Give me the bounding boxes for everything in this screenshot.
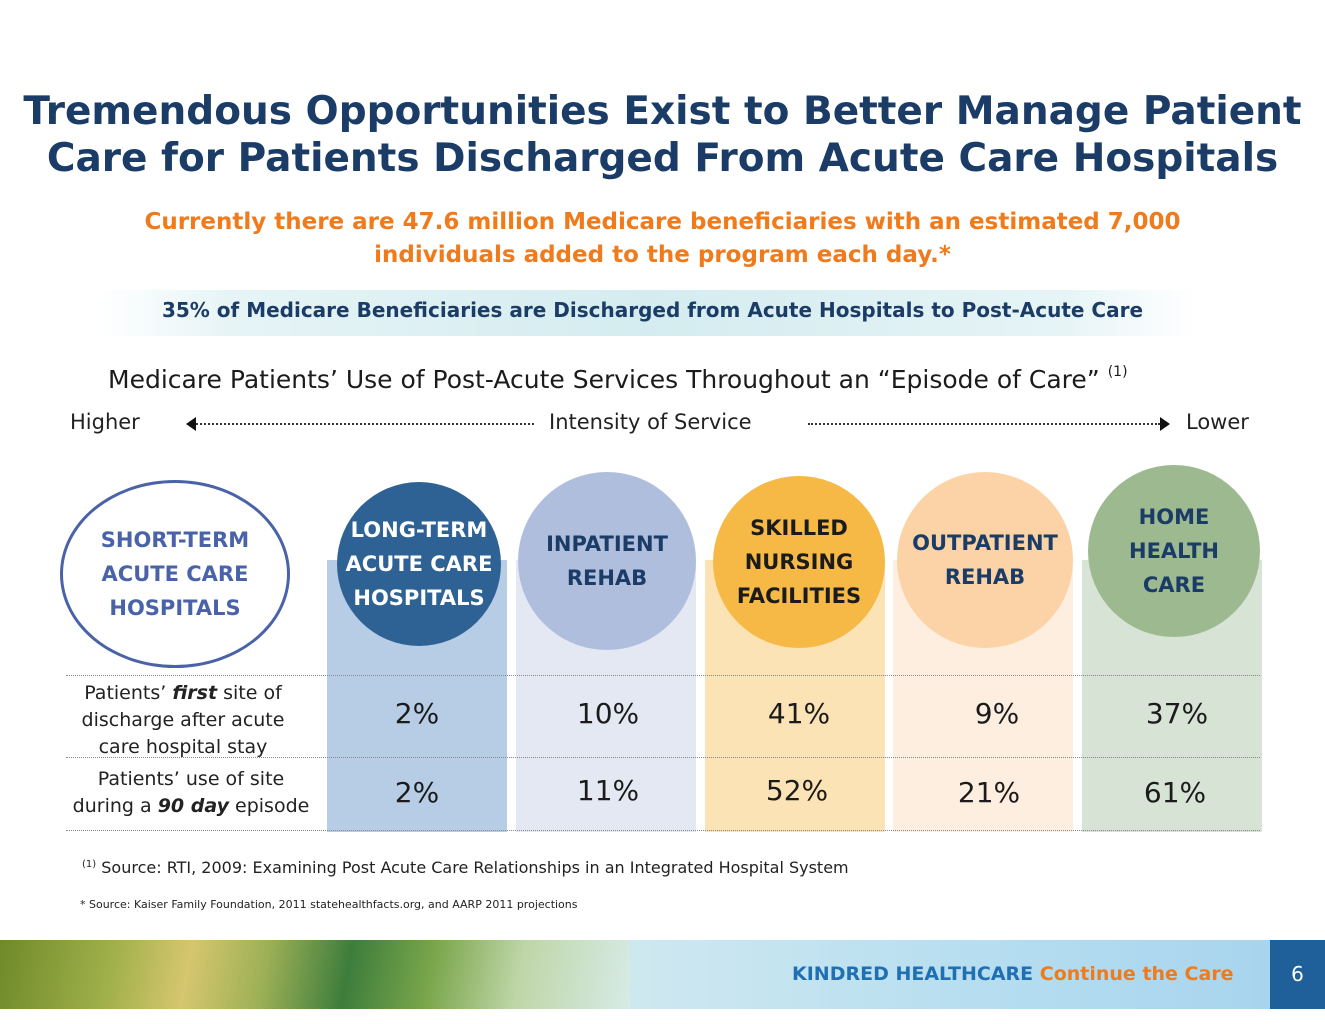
row-label-text: Patients’ use of site (97, 768, 285, 790)
subtitle-line-2: individuals added to the program each da… (374, 242, 951, 268)
circle-line: CARE (1142, 573, 1206, 597)
brand-tagline: Continue the Care (1039, 963, 1234, 985)
circle-line: REHAB (944, 565, 1026, 589)
circle-line: ACUTE CARE (345, 552, 493, 576)
circle-line: INPATIENT (546, 532, 668, 556)
row-label-90-day: Patients’ use of site during a 90 day ep… (66, 766, 316, 820)
row-label-text: episode (228, 795, 310, 817)
title-line-2: Care for Patients Discharged From Acute … (46, 136, 1279, 181)
row-label-first-site: Patients’ first site of discharge after … (66, 680, 300, 761)
arrow-left-icon (186, 417, 196, 431)
value-90day-ltac: 2% (394, 776, 440, 809)
arrow-right-icon (1160, 417, 1170, 431)
banner-background (100, 290, 1195, 336)
row-label-text: care hospital stay (98, 736, 268, 758)
value-90day-outpatient-rehab: 21% (957, 776, 1021, 809)
circle-outpatient-rehab: OUTPATIENT REHAB (897, 472, 1073, 648)
page-number: 6 (1270, 940, 1325, 1009)
footer-photo-strip (0, 940, 630, 1009)
row-divider-bottom (66, 830, 1260, 831)
circle-skilled-nursing: SKILLED NURSING FACILITIES (713, 476, 885, 648)
footnote-source-rti: (1) Source: RTI, 2009: Examining Post Ac… (82, 858, 849, 877)
title-line-1: Tremendous Opportunities Exist to Better… (23, 89, 1302, 134)
circle-home-health: HOME HEALTH CARE (1088, 465, 1260, 637)
circle-line: HEALTH (1129, 539, 1219, 563)
axis-dotted-line-right (808, 423, 1160, 425)
circle-line: OUTPATIENT (912, 531, 1058, 555)
row-label-emphasis: first (172, 682, 218, 704)
circle-inpatient-rehab: INPATIENT REHAB (518, 472, 696, 650)
circle-line: REHAB (566, 566, 648, 590)
subtitle-line-1: Currently there are 47.6 million Medicar… (144, 209, 1181, 235)
brand-name: KINDRED HEALTHCARE (792, 963, 1034, 985)
chart-title-ref: (1) (1107, 364, 1128, 380)
circle-line: FACILITIES (736, 584, 862, 608)
circle-line: HOSPITALS (353, 586, 485, 610)
origin-line: SHORT-TERM (100, 528, 250, 552)
circle-line: HOME (1138, 505, 1210, 529)
row-label-text: during a (72, 795, 158, 817)
circle-short-term-acute-care: SHORT-TERM ACUTE CARE HOSPITALS (60, 480, 290, 668)
axis-intensity-label: Intensity of Service (549, 410, 752, 434)
value-90day-home-health: 61% (1143, 776, 1207, 809)
footer-band (630, 940, 1270, 1009)
row-label-text: site of (217, 682, 282, 704)
circle-line: NURSING (744, 550, 854, 574)
value-90day-skilled-nursing: 52% (765, 774, 829, 807)
value-first-skilled-nursing: 41% (767, 697, 831, 730)
footnote-ref: (1) (82, 859, 97, 870)
chart-title-text: Medicare Patients’ Use of Post-Acute Ser… (108, 365, 1100, 394)
row-label-text: discharge after acute (81, 709, 285, 731)
value-first-ltac: 2% (394, 697, 440, 730)
row-divider-top (66, 675, 1260, 676)
axis-higher-label: Higher (70, 410, 140, 434)
chart-title: Medicare Patients’ Use of Post-Acute Ser… (108, 364, 1128, 394)
value-90day-inpatient-rehab: 11% (576, 774, 640, 807)
footer-brand: KINDRED HEALTHCARE Continue the Care (792, 963, 1234, 985)
value-first-inpatient-rehab: 10% (576, 697, 640, 730)
footnote-source-kaiser: * Source: Kaiser Family Foundation, 2011… (80, 898, 578, 911)
value-first-outpatient-rehab: 9% (974, 697, 1020, 730)
axis-dotted-line-left (196, 423, 534, 425)
slide-title: Tremendous Opportunities Exist to Better… (0, 88, 1325, 182)
origin-line: HOSPITALS (109, 596, 241, 620)
footnote-text: Source: RTI, 2009: Examining Post Acute … (96, 858, 849, 877)
slide-subtitle: Currently there are 47.6 million Medicar… (0, 206, 1325, 272)
row-label-text: Patients’ (84, 682, 173, 704)
axis-lower-label: Lower (1186, 410, 1249, 434)
circle-long-term-acute-care: LONG-TERM ACUTE CARE HOSPITALS (337, 482, 501, 646)
value-first-home-health: 37% (1145, 697, 1209, 730)
circle-line: LONG-TERM (350, 518, 488, 542)
row-divider-middle (66, 757, 1260, 758)
row-label-emphasis: 90 day (157, 795, 229, 817)
banner-text: 35% of Medicare Beneficiaries are Discha… (161, 298, 1144, 322)
circle-line: SKILLED (750, 516, 848, 540)
origin-line: ACUTE CARE (101, 562, 249, 586)
